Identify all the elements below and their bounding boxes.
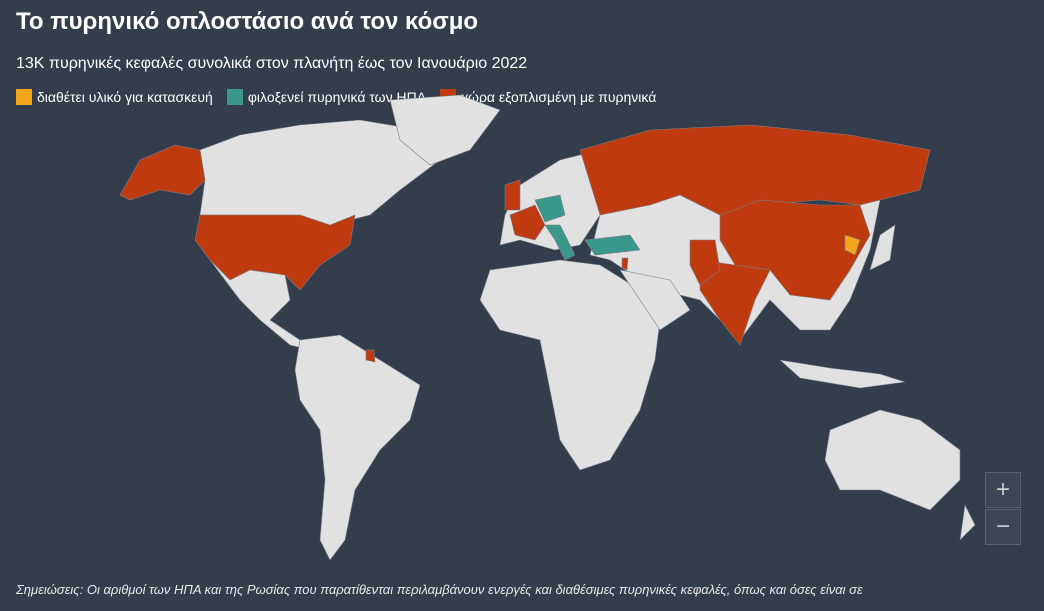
legend-item: διαθέτει υλικό για κατασκευή [16,89,213,105]
french-guiana [365,349,376,363]
note: Σημειώσεις: Οι αριθμοί των ΗΠΑ και της Ρ… [16,582,863,597]
arabia [619,269,691,331]
highlighted-countries [119,124,931,363]
alaska [119,144,206,201]
subtitle: 13K πυρηνικές κεφαλές συνολικά στον πλαν… [16,55,528,72]
greenland [389,94,501,166]
legend-label: διαθέτει υλικό για κατασκευή [37,89,213,105]
china [719,199,871,301]
legend-item: φιλοξενεί πυρηνικά των ΗΠΑ [226,89,427,105]
pakistan [689,239,721,286]
italy [544,224,576,261]
south-america [294,334,421,561]
north-korea [844,234,861,256]
title: Το πυρηνικό οπλοστάσιο ανά τον κόσμο [16,8,479,35]
india [699,259,771,346]
world-map [119,94,976,561]
new-zealand [959,504,976,541]
legend-swatch [226,89,243,105]
zoom-out[interactable]: − [985,509,1021,545]
legend-label: φιλοξενεί πυρηνικά των ΗΠΑ [247,89,427,105]
africa [479,259,661,471]
usa [194,214,356,291]
turkey [584,234,641,256]
indonesia [779,359,906,389]
legend-label: χώρα εξοπλισμένη με πυρηνικά [461,89,657,105]
japan [869,224,896,271]
uk [504,179,521,211]
zoom-in[interactable]: + [985,472,1021,508]
germany [534,194,566,223]
legend-swatch [16,89,32,105]
israel [621,257,629,271]
australia [824,409,961,511]
france [509,204,546,241]
